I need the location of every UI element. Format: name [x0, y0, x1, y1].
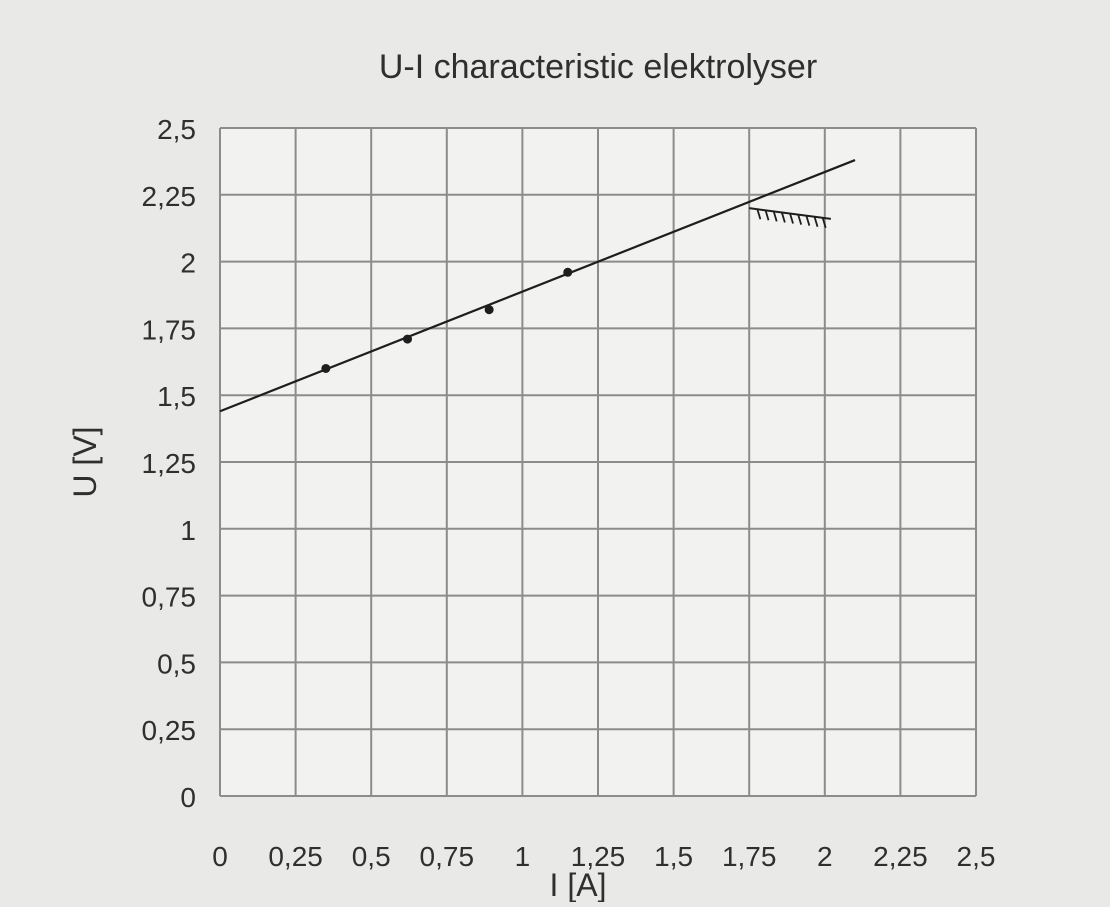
data-points	[321, 267, 573, 373]
y-tick-label: 0,5	[157, 648, 196, 679]
y-tick-label: 2,5	[157, 114, 196, 145]
hatch-mark	[780, 212, 786, 223]
y-tick-label: 2,25	[142, 181, 197, 212]
grid-lines	[219, 127, 977, 797]
y-tick-label: 1	[180, 515, 196, 546]
y-tick-label: 0	[180, 782, 196, 813]
y-axis-label: U [V]	[67, 426, 103, 497]
x-tick-label: 2,25	[873, 841, 928, 872]
hatch-mark	[764, 210, 770, 221]
hatch-mark	[805, 215, 811, 226]
data-point	[563, 267, 573, 277]
x-tick-label: 0	[212, 841, 228, 872]
x-tick-label: 2	[817, 841, 833, 872]
x-tick-label: 1,25	[571, 841, 626, 872]
hatch-mark	[821, 217, 827, 229]
hatch-mark	[772, 211, 778, 222]
data-point	[484, 305, 494, 315]
y-tick-label: 0,25	[142, 715, 197, 746]
data-point	[402, 334, 412, 344]
x-tick-label: 1,5	[654, 841, 693, 872]
hatch-mark	[789, 213, 794, 224]
hatch-mark	[813, 216, 819, 227]
x-axis-label: I [A]	[550, 867, 607, 902]
x-tick-label: 1	[515, 841, 531, 872]
x-tick-label: 1,75	[722, 841, 777, 872]
hatch-mark	[797, 214, 803, 225]
y-tick-label: 1,75	[142, 314, 197, 345]
chart-title: U-I characteristic elektrolyser	[379, 48, 817, 86]
data-point	[321, 363, 331, 373]
y-tick-label: 0,75	[142, 582, 197, 613]
y-tick-label: 2	[180, 248, 196, 279]
hand-drawn-marks	[749, 207, 831, 229]
y-tick-label: 1,25	[142, 448, 197, 479]
x-tick-label: 0,25	[268, 841, 323, 872]
tick-labels: 0 0,25 0,5 0,75 1 1,25 1,5 1,75 2 2,25 2,5 0 0,25 0,5…	[142, 114, 996, 872]
x-tick-label: 0,75	[420, 841, 475, 872]
y-tick-label: 1,5	[157, 381, 196, 412]
x-tick-label: 0,5	[352, 841, 391, 872]
x-tick-label: 2,5	[957, 841, 996, 872]
hatch-mark	[756, 208, 762, 220]
